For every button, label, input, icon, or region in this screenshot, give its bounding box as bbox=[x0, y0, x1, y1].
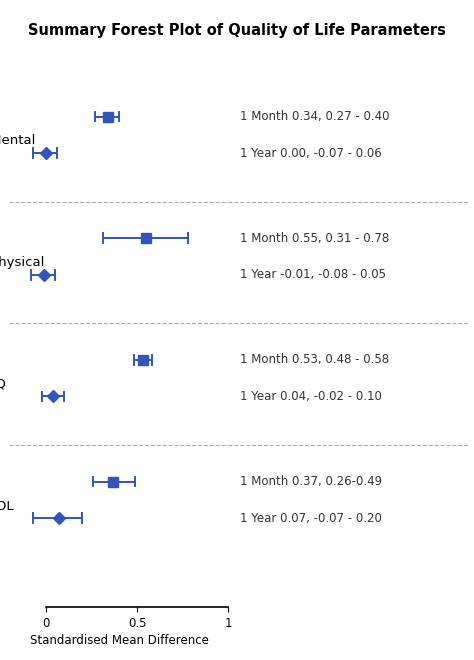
Text: 1 Month 0.37, 0.26-0.49: 1 Month 0.37, 0.26-0.49 bbox=[240, 475, 383, 488]
Text: 1 Year -0.01, -0.08 - 0.05: 1 Year -0.01, -0.08 - 0.05 bbox=[240, 268, 386, 281]
Text: KCCQ: KCCQ bbox=[0, 378, 7, 391]
Text: SF Physical: SF Physical bbox=[0, 256, 45, 269]
X-axis label: Standardised Mean Difference: Standardised Mean Difference bbox=[29, 634, 209, 647]
Text: EQ5DL: EQ5DL bbox=[0, 500, 15, 512]
Text: 1 Month 0.55, 0.31 - 0.78: 1 Month 0.55, 0.31 - 0.78 bbox=[240, 232, 390, 245]
Text: SF Mental: SF Mental bbox=[0, 135, 36, 147]
Text: 1 Year 0.04, -0.02 - 0.10: 1 Year 0.04, -0.02 - 0.10 bbox=[240, 390, 383, 403]
Text: 1 Year 0.00, -0.07 - 0.06: 1 Year 0.00, -0.07 - 0.06 bbox=[240, 147, 382, 160]
Text: 1 Year 0.07, -0.07 - 0.20: 1 Year 0.07, -0.07 - 0.20 bbox=[240, 512, 383, 525]
Text: 1 Month 0.34, 0.27 - 0.40: 1 Month 0.34, 0.27 - 0.40 bbox=[240, 110, 390, 123]
Text: Summary Forest Plot of Quality of Life Parameters: Summary Forest Plot of Quality of Life P… bbox=[28, 23, 446, 38]
Text: 1 Month 0.53, 0.48 - 0.58: 1 Month 0.53, 0.48 - 0.58 bbox=[240, 353, 390, 366]
